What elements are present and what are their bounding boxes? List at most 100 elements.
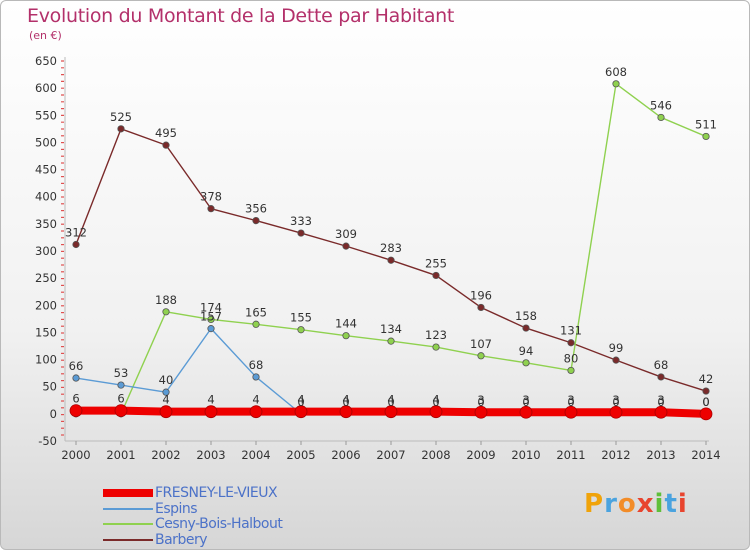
series-point-2 bbox=[612, 80, 620, 88]
data-label: 4 bbox=[387, 393, 394, 407]
data-label: 42 bbox=[699, 372, 714, 386]
series-point-2 bbox=[162, 308, 170, 316]
data-label: 68 bbox=[249, 358, 264, 372]
logo-letter: i bbox=[654, 489, 665, 519]
data-label: 165 bbox=[245, 305, 267, 319]
series-point-3 bbox=[432, 271, 440, 280]
y-tick-label: 150 bbox=[35, 325, 57, 339]
series-point-0 bbox=[69, 404, 83, 418]
series-point-0 bbox=[654, 405, 668, 419]
x-tick-label: 2005 bbox=[286, 448, 315, 462]
data-label: 0 bbox=[702, 395, 709, 409]
data-label: 196 bbox=[470, 288, 492, 302]
data-label: 134 bbox=[380, 322, 402, 336]
series-point-0 bbox=[294, 405, 308, 419]
x-tick-label: 2001 bbox=[106, 448, 135, 462]
data-label: 511 bbox=[695, 117, 717, 131]
y-tick-label: 400 bbox=[35, 190, 57, 204]
x-tick-label: 2004 bbox=[241, 448, 270, 462]
data-label: 158 bbox=[515, 309, 537, 323]
logo-letter: t bbox=[664, 489, 678, 519]
x-tick-label: 2012 bbox=[601, 448, 630, 462]
x-tick-label: 2000 bbox=[61, 448, 90, 462]
data-label: 157 bbox=[200, 310, 222, 324]
series-point-3 bbox=[612, 356, 620, 364]
y-tick-label: 500 bbox=[35, 135, 57, 149]
logo-letter: P bbox=[584, 489, 605, 519]
x-tick-label: 2006 bbox=[331, 448, 360, 462]
data-label: 155 bbox=[290, 311, 312, 325]
series-point-3 bbox=[522, 324, 530, 332]
data-label: 0 bbox=[702, 395, 709, 409]
legend-swatch-barbery bbox=[103, 538, 153, 541]
data-label: 144 bbox=[335, 317, 357, 331]
data-label: 356 bbox=[245, 202, 267, 216]
data-label: 3 bbox=[477, 393, 484, 407]
series-point-2 bbox=[297, 326, 305, 334]
series-point-3 bbox=[252, 217, 260, 225]
series-point-0 bbox=[384, 405, 398, 419]
x-tick-label: 2010 bbox=[511, 448, 540, 462]
series-point-3 bbox=[567, 339, 575, 347]
series-point-2 bbox=[432, 343, 440, 351]
data-label: 3 bbox=[657, 393, 664, 407]
data-label: 94 bbox=[519, 344, 534, 358]
data-label: 66 bbox=[69, 359, 84, 373]
data-label: 0 bbox=[522, 395, 529, 409]
data-label: 40 bbox=[159, 373, 174, 387]
legend-label-fresney: FRESNEY-LE-VIEUX bbox=[155, 485, 278, 501]
data-label: 53 bbox=[114, 366, 129, 380]
series-point-3 bbox=[342, 242, 350, 250]
data-label: 4 bbox=[297, 393, 304, 407]
data-label: 0 bbox=[387, 395, 394, 409]
series-point-2 bbox=[387, 337, 395, 345]
series-point-0 bbox=[609, 405, 623, 419]
data-label: 0 bbox=[297, 395, 304, 409]
series-point-3 bbox=[297, 229, 305, 237]
x-tick-label: 2002 bbox=[151, 448, 180, 462]
logo-letter: x bbox=[636, 489, 655, 519]
data-label: 0 bbox=[342, 395, 349, 409]
data-label: 123 bbox=[425, 328, 447, 342]
series-point-0 bbox=[519, 405, 533, 419]
x-tick-label: 2014 bbox=[691, 448, 720, 462]
data-label: 378 bbox=[200, 190, 222, 204]
y-tick-label: 250 bbox=[35, 271, 57, 285]
series-point-3 bbox=[207, 205, 215, 213]
data-label: 608 bbox=[605, 65, 627, 79]
legend-swatch-fresney bbox=[103, 489, 153, 497]
data-label: 4 bbox=[207, 393, 214, 407]
data-label: 255 bbox=[425, 256, 447, 270]
data-label: 0 bbox=[567, 395, 574, 409]
data-label: 495 bbox=[155, 126, 177, 140]
data-label: 68 bbox=[654, 358, 669, 372]
series-point-1 bbox=[207, 325, 215, 333]
series-point-3 bbox=[702, 387, 710, 395]
y-tick-label: 100 bbox=[35, 353, 57, 367]
series-point-2 bbox=[477, 352, 485, 360]
data-label: 333 bbox=[290, 214, 312, 228]
y-tick-label: 50 bbox=[42, 380, 57, 394]
data-label: 174 bbox=[200, 300, 222, 314]
y-tick-label: 450 bbox=[35, 163, 57, 177]
legend-label-cesny: Cesny-Bois-Halbout bbox=[155, 516, 283, 532]
x-tick-label: 2007 bbox=[376, 448, 405, 462]
chart-subtitle: (en €) bbox=[29, 29, 62, 42]
data-label: 525 bbox=[110, 110, 132, 124]
series-point-2 bbox=[657, 113, 665, 122]
data-label: 3 bbox=[522, 393, 529, 407]
data-label: 4 bbox=[342, 393, 349, 407]
series-point-1 bbox=[117, 381, 125, 389]
series-point-0 bbox=[114, 404, 128, 418]
data-label: 312 bbox=[65, 225, 87, 239]
data-label: 0 bbox=[657, 395, 664, 409]
data-label: 6 bbox=[117, 392, 124, 406]
x-tick-label: 2003 bbox=[196, 448, 225, 462]
data-label: 4 bbox=[432, 393, 439, 407]
data-label: 6 bbox=[72, 392, 79, 406]
series-point-1 bbox=[252, 373, 260, 381]
series-point-2 bbox=[207, 315, 215, 323]
data-label: 131 bbox=[560, 324, 582, 338]
